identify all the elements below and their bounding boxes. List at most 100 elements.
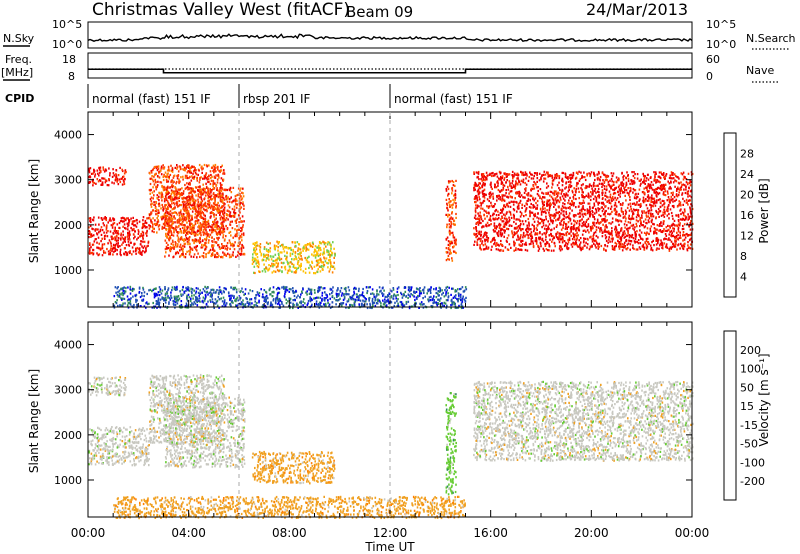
heatmap-cell [285, 246, 288, 249]
heatmap-cell [658, 224, 660, 227]
heatmap-cell [117, 233, 120, 236]
heatmap-cell [690, 233, 692, 237]
heatmap-cell [641, 181, 644, 184]
heatmap-cell [669, 226, 671, 229]
heatmap-cell [218, 236, 220, 239]
heatmap-cell [478, 205, 480, 208]
heatmap-cell [191, 204, 193, 207]
heatmap-cell [147, 217, 150, 220]
heatmap-cell [179, 165, 182, 168]
heatmap-cell [123, 253, 126, 256]
heatmap-cell [597, 170, 600, 174]
heatmap-cell [495, 227, 498, 230]
heatmap-cell [240, 201, 242, 205]
nsky-label: N.Sky [3, 32, 35, 45]
heatmap-cell [167, 243, 169, 247]
heatmap-cell [546, 202, 548, 206]
heatmap-cell [117, 183, 120, 186]
heatmap-cell [218, 176, 220, 179]
heatmap-cell [569, 185, 572, 189]
heatmap-cell [222, 236, 224, 239]
heatmap-cell [656, 180, 658, 183]
heatmap-cell [597, 184, 599, 187]
heatmap-cell [664, 183, 667, 186]
heatmap-cell [105, 231, 108, 234]
heatmap-cell [549, 219, 552, 222]
heatmap-cell [133, 237, 135, 240]
heatmap-cell [253, 251, 255, 254]
heatmap-cell [587, 195, 589, 198]
heatmap-cell [577, 187, 580, 190]
heatmap-cell [163, 188, 166, 191]
heatmap-cell [163, 200, 166, 203]
heatmap-cell [191, 232, 193, 235]
heatmap-cell [176, 164, 178, 167]
heatmap-cell [556, 231, 559, 234]
heatmap-cell [518, 190, 521, 193]
heatmap-cell [186, 225, 189, 228]
heatmap-cell [277, 252, 280, 255]
heatmap-cell [94, 175, 96, 178]
heatmap-cell [184, 204, 187, 207]
heatmap-cell [211, 251, 214, 255]
heatmap-cell [183, 240, 185, 243]
heatmap-cell [187, 232, 189, 235]
heatmap-cell [190, 198, 192, 201]
heatmap-cell [526, 174, 528, 177]
heatmap-cell [478, 217, 481, 220]
heatmap-cell [549, 205, 551, 208]
heatmap-cell [326, 251, 328, 254]
heatmap-cell [542, 192, 545, 195]
heatmap-cell [165, 193, 168, 196]
heatmap-cell [648, 242, 650, 245]
heatmap-cell [610, 222, 612, 225]
heatmap-cell [606, 219, 608, 222]
heatmap-cell [210, 194, 213, 197]
heatmap-cell [253, 265, 256, 268]
heatmap-cell [158, 202, 161, 205]
heatmap-cell [163, 214, 166, 217]
heatmap-cell [93, 240, 96, 243]
heatmap-cell [166, 174, 168, 177]
heatmap-cell [172, 240, 174, 244]
heatmap-cell [615, 213, 618, 216]
heatmap-cell [526, 224, 528, 227]
heatmap-cell [570, 230, 572, 233]
heatmap-cell [586, 219, 588, 222]
heatmap-cell [689, 184, 692, 187]
heatmap-cell [214, 197, 216, 201]
heatmap-cell [127, 228, 129, 231]
heatmap-cell [632, 217, 635, 220]
heatmap-cell [259, 243, 262, 246]
heatmap-cell [652, 239, 654, 242]
heatmap-cell [217, 189, 219, 192]
heatmap-cell [182, 229, 185, 232]
heatmap-cell [88, 226, 90, 229]
heatmap-cell [670, 198, 672, 201]
heatmap-cell [215, 213, 217, 217]
heatmap-cell [575, 238, 578, 241]
heatmap-cell [656, 247, 658, 250]
heatmap-cell [164, 198, 166, 201]
heatmap-cell [525, 172, 528, 175]
heatmap-cell [221, 256, 224, 259]
heatmap-cell [323, 247, 325, 250]
heatmap-cell [575, 206, 577, 209]
heatmap-cell [179, 255, 181, 258]
heatmap-cell [637, 242, 640, 245]
heatmap-cell [205, 241, 207, 245]
heatmap-cell [92, 243, 95, 246]
heatmap-cell [592, 215, 594, 218]
heatmap-cell [557, 191, 559, 194]
heatmap-cell [239, 200, 241, 203]
heatmap-cell [221, 188, 223, 191]
heatmap-cell [188, 250, 190, 253]
heatmap-cell [520, 223, 522, 226]
heatmap-cell [572, 171, 575, 175]
heatmap-cell [275, 261, 278, 265]
heatmap-cell [666, 246, 669, 249]
heatmap-cell [481, 240, 484, 243]
heatmap-cell [255, 262, 257, 265]
heatmap-cell [233, 211, 235, 214]
